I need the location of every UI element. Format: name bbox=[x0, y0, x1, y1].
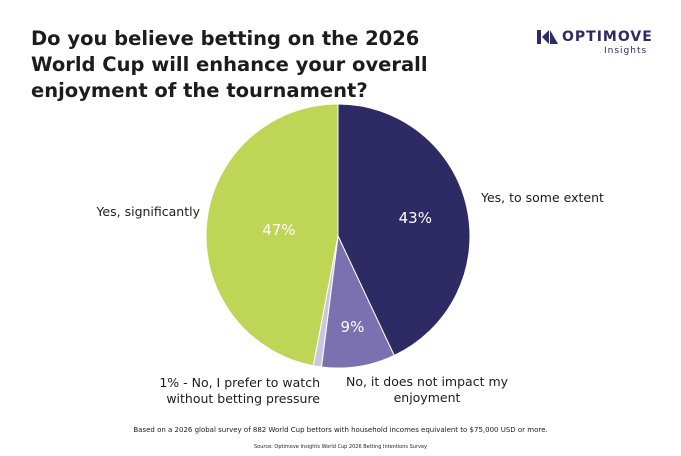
category-label: Yes, to some extent bbox=[481, 190, 604, 205]
pie-slice bbox=[205, 103, 339, 367]
chart-title: Do you believe betting on the 2026 World… bbox=[31, 27, 428, 102]
source: Source: Optimove Insights World Cup 2026… bbox=[253, 444, 427, 450]
logo-icon bbox=[537, 30, 558, 44]
category-label: Yes, significantly bbox=[96, 204, 200, 219]
value-label: 47% bbox=[262, 221, 295, 239]
pie-slice bbox=[337, 103, 471, 357]
value-label: 43% bbox=[399, 209, 432, 227]
footnote: Based on a 2026 global survey of 882 Wor… bbox=[133, 426, 548, 434]
brand-subtitle: Insights bbox=[604, 46, 648, 56]
category-label: No, it does not impact my enjoyment bbox=[345, 374, 509, 405]
value-label: 9% bbox=[341, 318, 365, 336]
brand-name: OPTIMOVE bbox=[562, 29, 653, 45]
category-label: 1% - No, I prefer to watch without betti… bbox=[159, 375, 320, 406]
